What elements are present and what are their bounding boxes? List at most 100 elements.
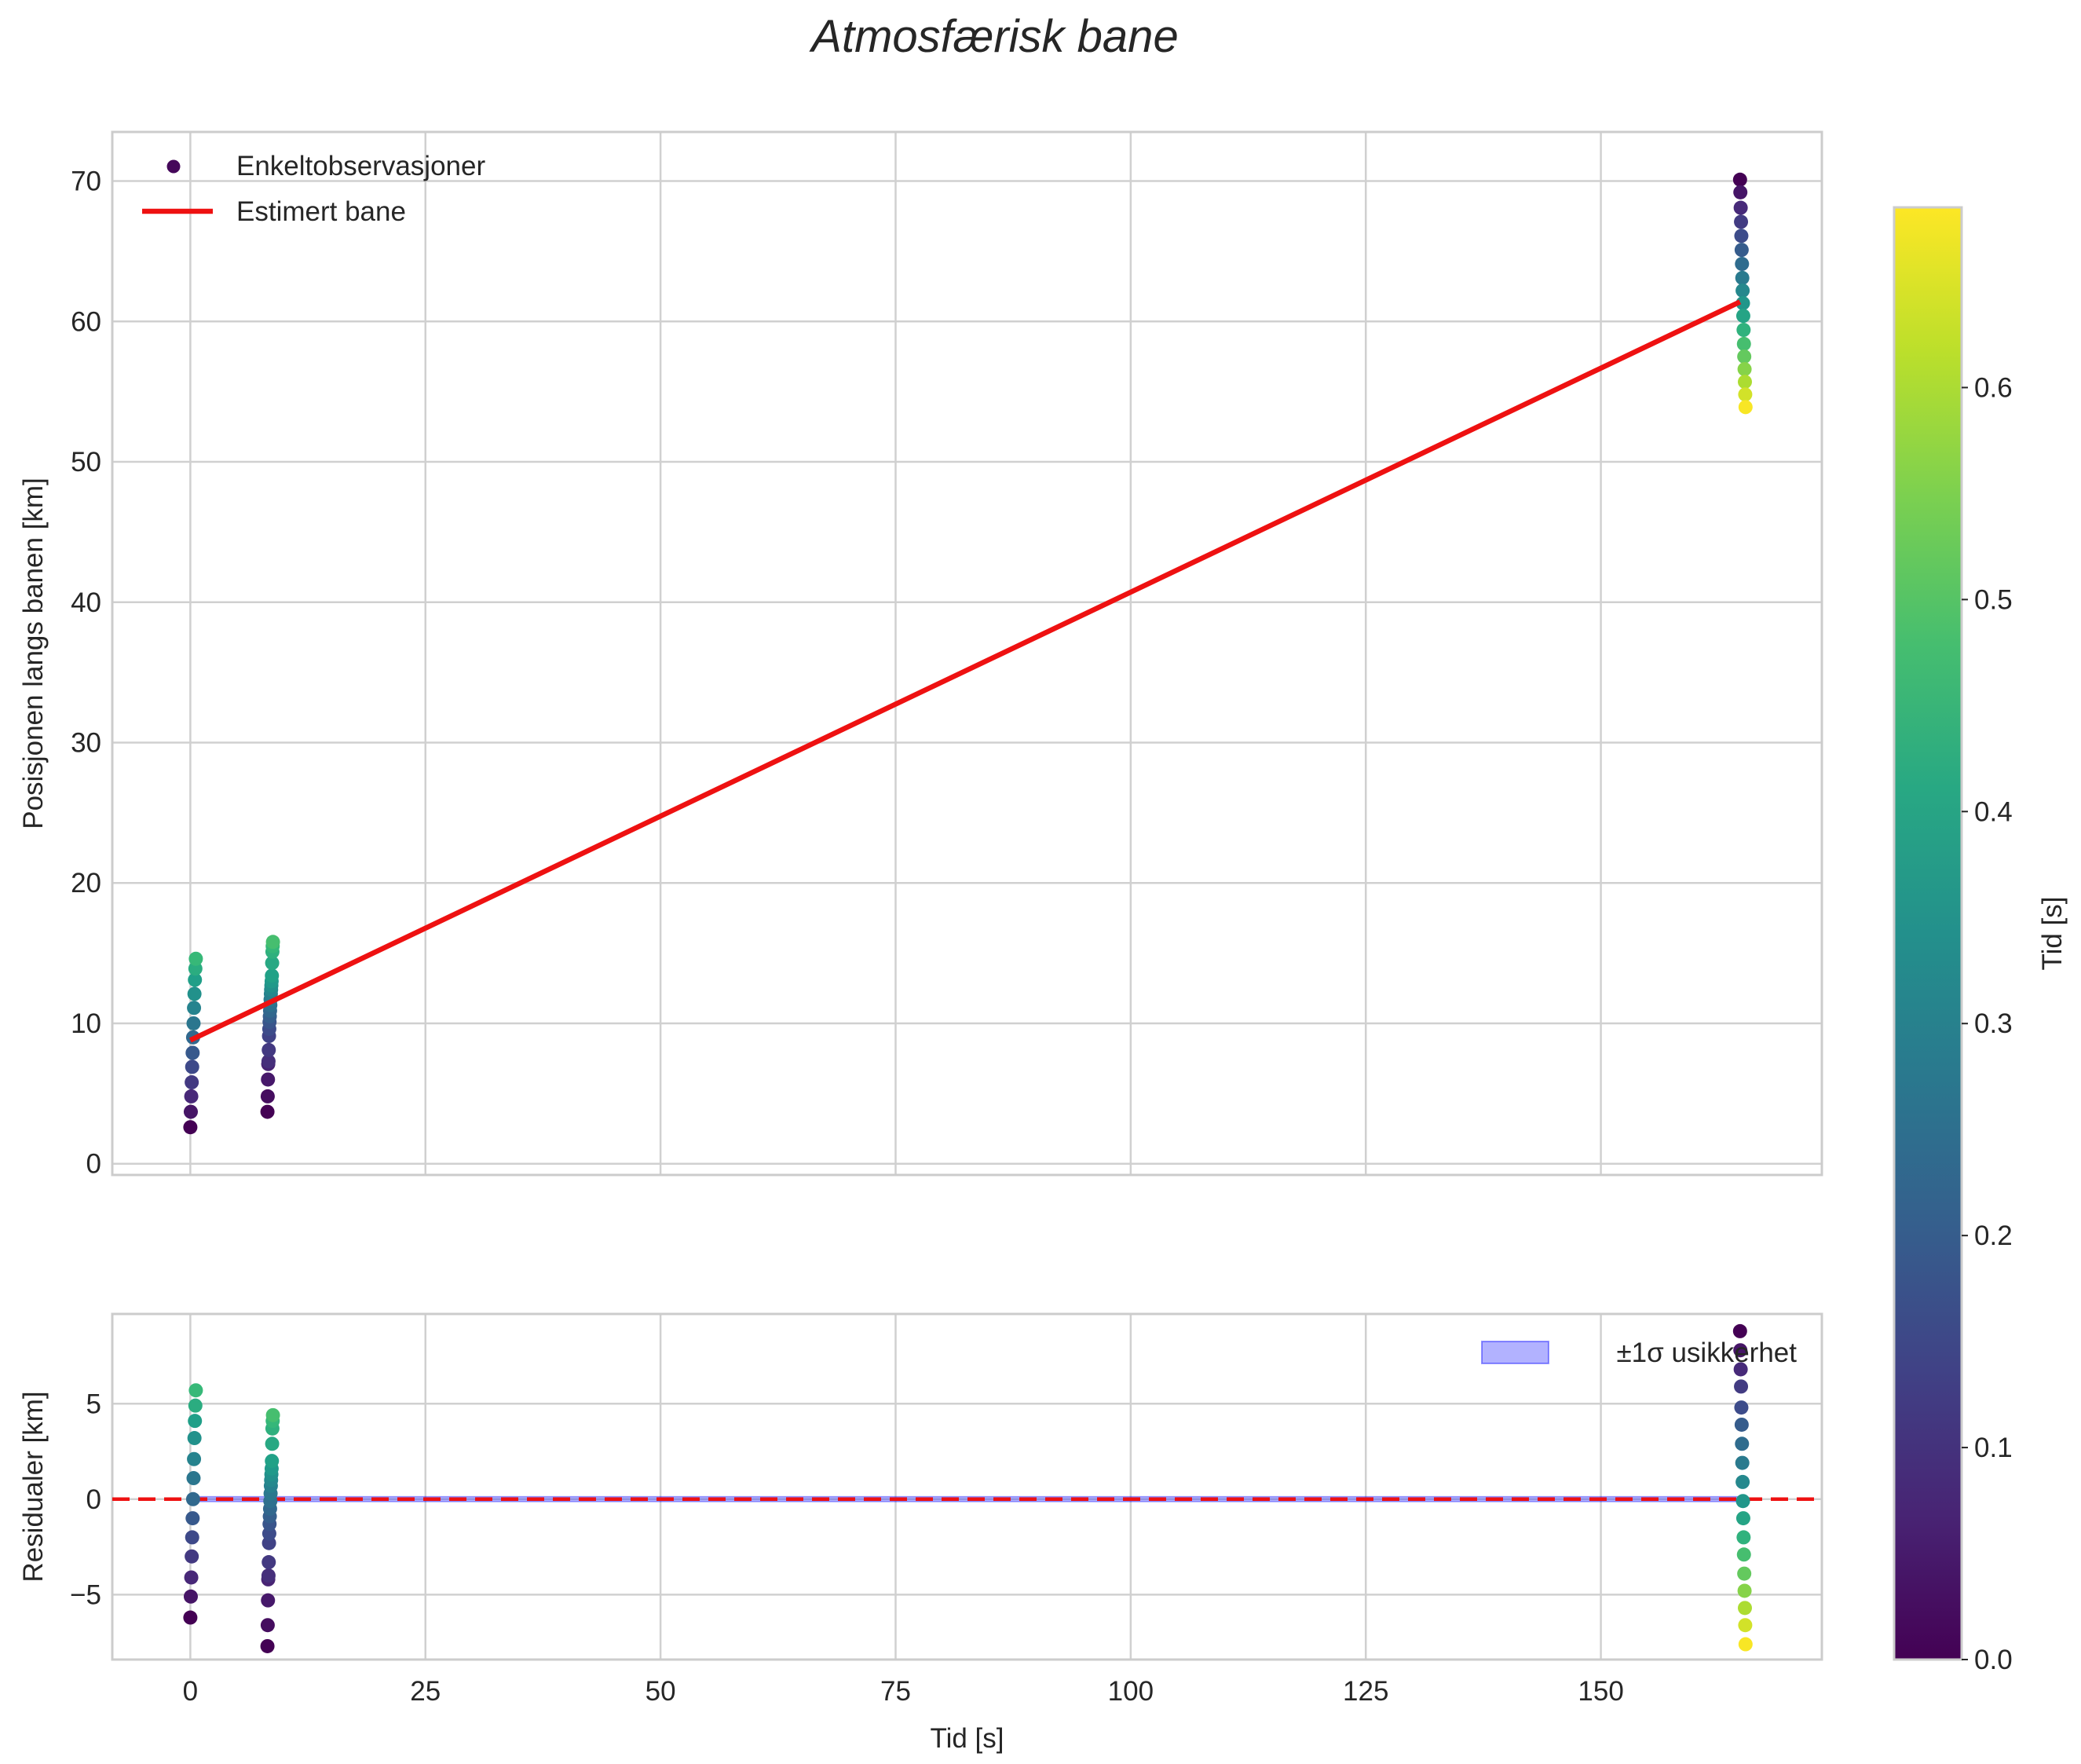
observation-point <box>1735 1474 1750 1489</box>
y-tick-label: 30 <box>71 727 101 758</box>
observation-point <box>1736 1547 1751 1562</box>
observation-point <box>1733 200 1748 215</box>
observation-point <box>1735 283 1750 298</box>
trajectory-panel: 0 10 20 30 40 50 60 70 Posisjonen langs banen [k… <box>18 130 1823 1180</box>
observation-point <box>1735 257 1750 272</box>
y-tick-label: 60 <box>71 306 101 337</box>
observation-point <box>260 1089 275 1103</box>
observation-point <box>1736 1530 1751 1545</box>
legend-label-observations: Enkeltobservasjoner <box>236 151 485 181</box>
observation-point <box>261 1054 276 1069</box>
axes-frame <box>111 1312 1823 1661</box>
observation-point <box>1732 172 1747 187</box>
uncertainty-band <box>189 1495 1741 1502</box>
observation-point <box>187 1451 202 1466</box>
observation-point <box>185 1059 199 1074</box>
y-tick-label: 50 <box>71 447 101 478</box>
observation-point <box>1737 375 1752 390</box>
observation-point <box>1737 362 1752 377</box>
legend-label-band: ±1σ usikkerhet <box>1616 1338 1797 1368</box>
observation-point <box>1735 296 1750 311</box>
observation-point <box>1736 336 1751 351</box>
observation-point <box>1736 323 1751 338</box>
x-tick-label: 25 <box>410 1676 441 1707</box>
observation-point <box>188 1398 203 1413</box>
observation-point <box>1735 1436 1750 1451</box>
observation-point <box>1737 1566 1752 1581</box>
x-tick-label: 125 <box>1343 1676 1388 1707</box>
observation-point <box>184 1089 199 1103</box>
observation-point <box>186 1016 201 1030</box>
observation-point <box>1734 1400 1749 1415</box>
chart-title: Atmosfærisk bane <box>809 11 1178 62</box>
x-tick-label: 75 <box>880 1676 911 1707</box>
y-tick-label: 0 <box>86 1149 101 1180</box>
observation-point <box>260 1104 275 1119</box>
observation-point <box>1735 1455 1750 1470</box>
observation-point <box>1734 1379 1749 1394</box>
colorbar-tick-label: 0.6 <box>1974 372 2013 403</box>
observation-point <box>183 1104 198 1119</box>
observation-point <box>265 968 280 983</box>
legend-marker-observations <box>166 159 181 174</box>
observation-point <box>188 951 203 966</box>
observation-point <box>1733 1362 1748 1377</box>
axes-frame <box>111 130 1823 1177</box>
observation-point <box>1734 229 1749 243</box>
observation-point <box>184 1570 199 1585</box>
observation-point <box>188 1414 203 1429</box>
observation-point <box>1733 185 1748 199</box>
colorbar-tick-label: 0.4 <box>1974 796 2013 827</box>
observation-point <box>265 1454 280 1469</box>
observation-point <box>185 1491 200 1506</box>
x-tick-label: 50 <box>646 1676 676 1707</box>
observation-point <box>1734 214 1749 229</box>
observation-point <box>183 1610 198 1625</box>
observation-point <box>185 1045 200 1060</box>
observation-point <box>187 986 202 1001</box>
observation-point <box>261 1568 276 1583</box>
observation-point <box>1738 1637 1753 1652</box>
x-tick-label: 0 <box>183 1676 198 1707</box>
x-axis-label: Tid [s] <box>931 1723 1004 1754</box>
observation-point <box>183 1589 198 1604</box>
observation-point <box>260 1618 275 1633</box>
observation-point <box>187 1001 202 1016</box>
observation-point <box>265 1407 280 1422</box>
observation-point <box>1734 1417 1749 1432</box>
estimated-trajectory-line <box>188 299 1742 1043</box>
observation-point <box>261 1042 276 1057</box>
observation-point <box>1733 1343 1748 1358</box>
observation-point <box>265 935 280 950</box>
x-tick-label: 100 <box>1108 1676 1154 1707</box>
x-tick-label: 150 <box>1578 1676 1623 1707</box>
legend-marker-band <box>1481 1341 1549 1364</box>
y-tick-label: 40 <box>71 587 101 618</box>
colorbar-tick-label: 0.0 <box>1974 1645 2013 1675</box>
y-tick-label: 70 <box>71 167 101 197</box>
observation-point <box>1737 1583 1752 1598</box>
observation-point <box>265 1436 280 1451</box>
observation-point <box>1735 1494 1750 1509</box>
observation-point <box>1735 1511 1750 1526</box>
observation-point <box>188 1383 203 1398</box>
legend-label-trajectory: Estimert bane <box>236 196 406 227</box>
colorbar-gradient <box>1893 206 1963 1661</box>
observation-point <box>1732 1323 1747 1338</box>
observation-point <box>260 1638 275 1653</box>
observation-point <box>261 1072 276 1087</box>
observation-point <box>1734 243 1749 258</box>
observation-point <box>185 1530 199 1545</box>
colorbar-tick-label: 0.5 <box>1974 584 2013 615</box>
observation-point <box>188 972 203 987</box>
observation-point <box>1738 387 1753 402</box>
y-tick-label: 0 <box>86 1484 101 1515</box>
observation-point <box>261 1593 276 1608</box>
y-tick-label: −5 <box>70 1579 101 1610</box>
colorbar-tick-label: 0.3 <box>1974 1008 2013 1039</box>
observation-point <box>265 956 280 971</box>
observation-point <box>186 1471 201 1486</box>
observation-point <box>183 1120 198 1135</box>
observation-point <box>1738 400 1753 415</box>
